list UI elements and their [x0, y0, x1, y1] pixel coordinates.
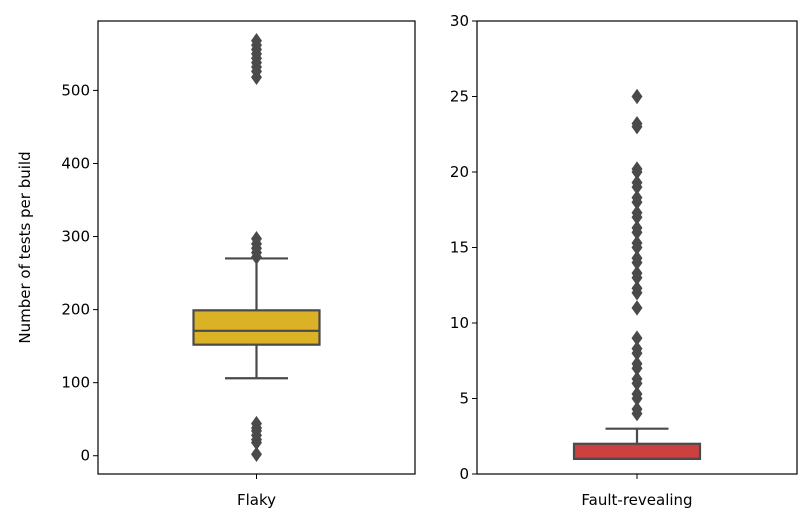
outlier-point-fault-revealing-9 — [631, 340, 643, 357]
x-tick-label-fault-revealing: Fault-revealing — [581, 491, 692, 509]
outlier-point-fault-revealing-5 — [631, 371, 643, 387]
outlier-point-fault-revealing-15 — [631, 265, 643, 281]
outlier-point-flaky-11 — [251, 231, 262, 247]
outlier-point-fault-revealing-29 — [631, 161, 643, 177]
outlier-point-fault-revealing-17 — [631, 250, 643, 266]
fault-revealing-panel: 0 5 10 15 20 25 30 Fault-revealing — [450, 12, 798, 509]
y-tick-label-fault-revealing-6: 30 — [450, 12, 469, 30]
plot-frame-flaky — [97, 20, 416, 475]
x-tick-label-flaky: Flaky — [237, 491, 276, 509]
y-tick-label-fault-revealing-1: 5 — [459, 390, 469, 408]
outlier-point-fault-revealing-21 — [631, 220, 643, 236]
y-tick-label-flaky-4: 400 — [61, 154, 90, 172]
outlier-point-fault-revealing-23 — [631, 205, 643, 221]
outlier-point-fault-revealing-25 — [631, 189, 643, 206]
y-tick-label-flaky-0: 0 — [80, 447, 90, 465]
outlier-point-fault-revealing-13 — [631, 280, 643, 296]
y-tick-label-fault-revealing-0: 0 — [459, 465, 469, 483]
y-tick-label-fault-revealing-4: 20 — [450, 163, 469, 181]
y-tick-label-fault-revealing-5: 25 — [450, 88, 469, 106]
y-tick-label-flaky-1: 100 — [61, 374, 90, 392]
flaky-panel: 0 100 200 300 400 500 Number of tests per buil… — [16, 20, 416, 509]
outlier-point-fault-revealing-1 — [631, 401, 643, 417]
outlier-point-flaky-0 — [251, 446, 262, 462]
plot-frame-fault-revealing — [476, 20, 798, 475]
outlier-point-fault-revealing-7 — [631, 356, 643, 372]
y-tick-label-flaky-3: 300 — [61, 228, 90, 246]
outlier-point-fault-revealing-11 — [631, 300, 643, 316]
outlier-point-flaky-20 — [251, 33, 262, 49]
y-tick-label-flaky-5: 500 — [61, 81, 90, 99]
outlier-point-fault-revealing-27 — [631, 174, 643, 191]
box-flaky — [192, 309, 321, 346]
box-fault-revealing — [572, 442, 702, 460]
outlier-point-fault-revealing-19 — [631, 235, 643, 251]
y-tick-label-fault-revealing-3: 15 — [450, 239, 469, 257]
outlier-point-fault-revealing-10 — [631, 330, 643, 346]
y-axis-label-flaky: Number of tests per build — [16, 151, 34, 343]
outlier-point-flaky-6 — [251, 415, 262, 432]
outlier-point-fault-revealing-31 — [631, 115, 643, 132]
outlier-point-fault-revealing-3 — [631, 386, 643, 402]
y-tick-label-flaky-2: 200 — [61, 301, 90, 319]
y-tick-label-fault-revealing-2: 10 — [450, 314, 469, 332]
outlier-point-fault-revealing-32 — [631, 88, 643, 105]
